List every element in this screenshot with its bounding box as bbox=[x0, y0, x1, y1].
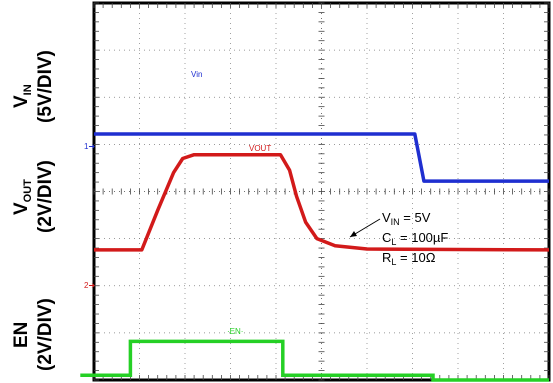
annotation-line-cl: CL = 100µF bbox=[382, 230, 448, 247]
vin-trace-tag: Vin bbox=[191, 70, 202, 79]
en-axis-label: EN bbox=[11, 322, 32, 348]
vout-scale-label: (2V/DIV) bbox=[35, 160, 56, 233]
annotation-line-vin: VIN = 5V bbox=[382, 210, 431, 227]
en-trace-tag: ·EN· bbox=[227, 327, 243, 336]
vout-axis-label: VOUT bbox=[11, 179, 34, 215]
annotation-pointer-arrowhead bbox=[350, 231, 357, 237]
ch2-ground-marker: 2➔ bbox=[84, 281, 95, 290]
en-trace bbox=[80, 339, 549, 382]
ch1-ground-marker: 1➔ bbox=[84, 142, 95, 151]
conditions-annotation: VIN = 5V CL = 100µF RL = 10Ω bbox=[349, 210, 448, 267]
annotation-line-rl: RL = 10Ω bbox=[382, 250, 436, 267]
vin-trace bbox=[94, 132, 549, 183]
vout-trace-tag: VOUT bbox=[249, 144, 271, 153]
vin-axis-label: VIN bbox=[11, 84, 34, 108]
vout-trace bbox=[94, 152, 550, 252]
en-scale-label: (2V/DIV) bbox=[35, 298, 56, 371]
vin-scale-label: (5V/DIV) bbox=[35, 50, 56, 123]
